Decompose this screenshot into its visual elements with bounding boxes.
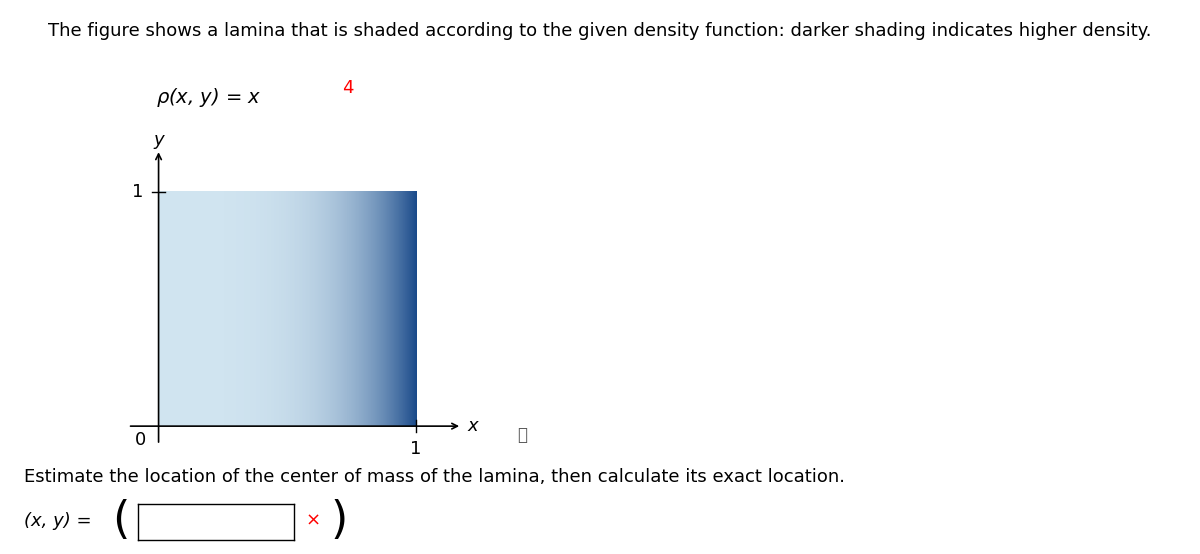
Text: 0: 0 (134, 431, 146, 449)
Text: 1: 1 (410, 440, 421, 458)
Text: ×: × (306, 512, 322, 530)
Text: (: ( (113, 499, 130, 542)
Text: 4: 4 (342, 79, 354, 96)
Text: (x, y) =: (x, y) = (24, 512, 91, 530)
Text: ⓘ: ⓘ (517, 426, 527, 444)
Text: Estimate the location of the center of mass of the lamina, then calculate its ex: Estimate the location of the center of m… (24, 468, 845, 486)
Text: ): ) (330, 499, 347, 542)
Text: The figure shows a lamina that is shaded according to the given density function: The figure shows a lamina that is shaded… (48, 22, 1152, 40)
Text: x: x (467, 417, 478, 435)
Text: y: y (154, 131, 164, 149)
Text: 1: 1 (132, 183, 143, 201)
Text: $\rho$(x, y) = x: $\rho$(x, y) = x (156, 86, 262, 109)
